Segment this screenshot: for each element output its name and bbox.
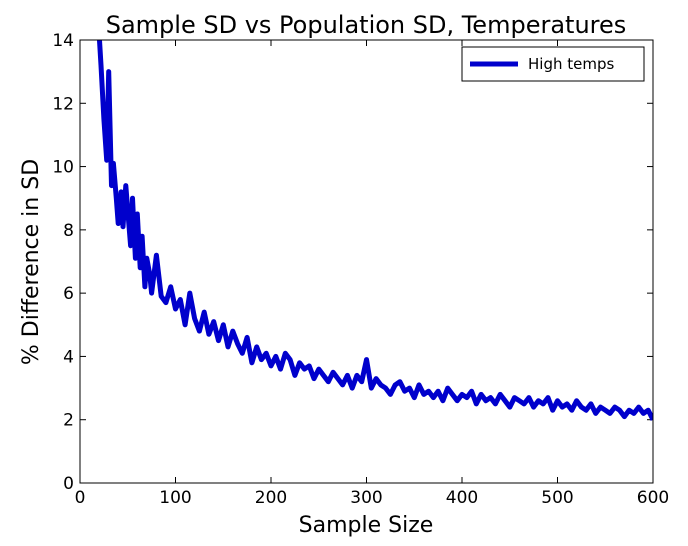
x-tick-label: 0: [75, 488, 86, 508]
x-tick-label: 100: [159, 488, 191, 508]
axis-ticks: 0 100 200 300 400 500 600 0 2 4 6 8 10 12 14: [52, 31, 669, 508]
x-tick-label: 200: [255, 488, 287, 508]
y-tick-label: 12: [52, 94, 74, 114]
x-tick-label: 400: [446, 488, 478, 508]
y-tick-label: 4: [63, 347, 74, 367]
legend: High temps: [461, 46, 645, 82]
x-tick-label: 300: [350, 488, 382, 508]
x-tick-label: 600: [637, 488, 669, 508]
y-axis-label: % Difference in SD: [19, 159, 44, 365]
y-tick-label: 8: [63, 221, 74, 241]
x-tick-label: 500: [541, 488, 573, 508]
y-tick-label: 6: [63, 284, 74, 304]
y-tick-label: 0: [63, 474, 74, 494]
y-tick-label: 2: [63, 411, 74, 431]
series-layer: [96, 40, 653, 421]
plot-area-frame: [79, 39, 654, 484]
legend-label-high-temps: High temps: [528, 55, 614, 73]
y-tick-label: 10: [52, 158, 74, 178]
series-line-high-temps: [96, 40, 653, 421]
y-tick-label: 14: [52, 31, 74, 51]
chart-title: Sample SD vs Population SD, Temperatures: [106, 11, 627, 39]
x-axis-label: Sample Size: [299, 513, 434, 538]
